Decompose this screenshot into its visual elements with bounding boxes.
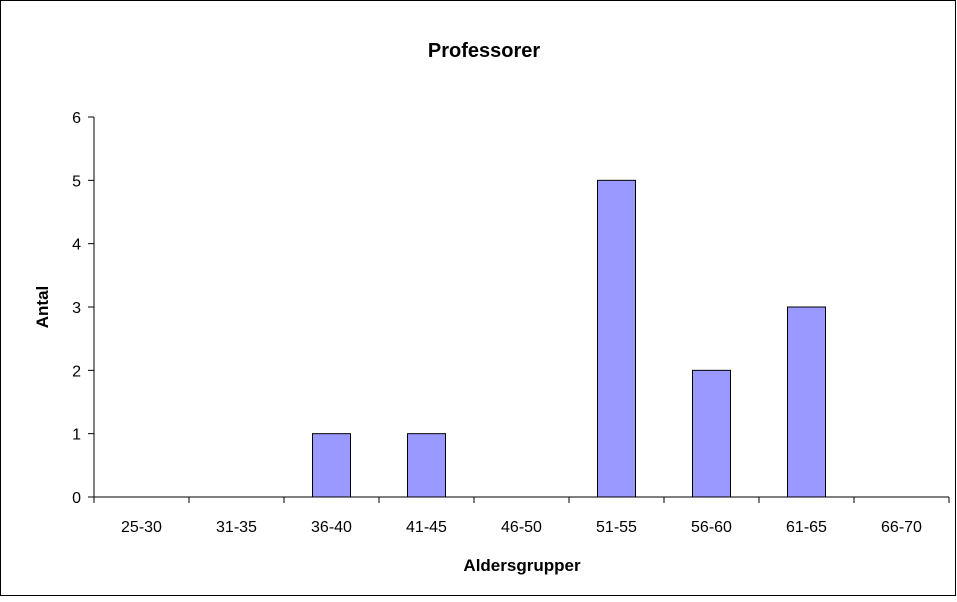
bar-61-65: [787, 306, 826, 498]
x-tick-label: 61-65: [786, 519, 827, 536]
x-tick-label: 46-50: [501, 519, 542, 536]
y-tick-label: 6: [72, 110, 81, 127]
y-tick-label: 4: [72, 237, 81, 254]
y-tick-label: 1: [72, 427, 81, 444]
x-tick-label: 25-30: [121, 519, 162, 536]
x-tick-label: 66-70: [881, 519, 922, 536]
y-tick-label: 0: [72, 490, 81, 507]
y-tick-label: 2: [72, 363, 81, 380]
x-axis-label: Aldersgrupper: [463, 556, 581, 575]
bar-56-60: [692, 369, 731, 498]
y-axis-ticks: 0 1 2 3 4 5 6: [72, 110, 94, 507]
y-tick-label: 3: [72, 300, 81, 317]
bar-41-45: [407, 433, 446, 498]
x-tick-label: 41-45: [406, 519, 447, 536]
bar-51-55: [597, 179, 636, 498]
x-tick-label: 51-55: [596, 519, 637, 536]
x-tick-label: 36-40: [311, 519, 352, 536]
bars-group: [312, 179, 826, 498]
x-tick-label: 56-60: [691, 519, 732, 536]
x-axis-ticks: 25-30 31-35 36-40 41-45 46-50 51-55 56-60 61-65…: [93, 497, 950, 536]
chart-title: Professorer: [428, 40, 540, 62]
y-tick-label: 5: [72, 173, 81, 190]
bar-36-40: [312, 433, 351, 498]
y-axis-label: Antal: [33, 286, 52, 329]
x-tick-label: 31-35: [216, 519, 257, 536]
